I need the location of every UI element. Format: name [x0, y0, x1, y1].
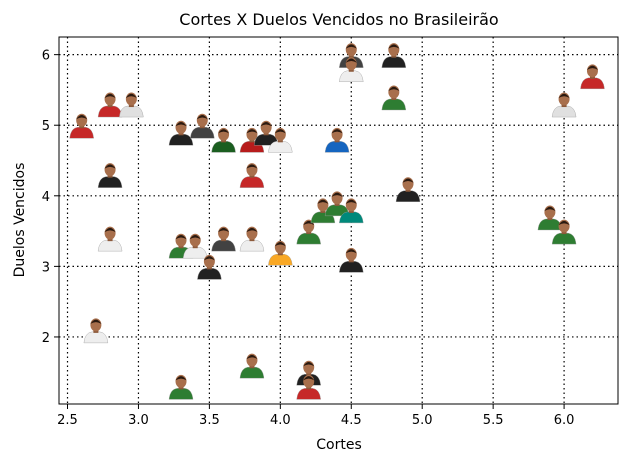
- player-photo-point: [296, 219, 321, 245]
- player-photo-point: [211, 127, 236, 153]
- player-photo-point: [324, 191, 350, 217]
- player-photo-point: [381, 43, 407, 68]
- x-axis-label: Cortes: [316, 437, 362, 453]
- player-photo-point: [211, 226, 236, 252]
- player-photo-point: [190, 113, 215, 139]
- player-photo-point: [239, 163, 265, 188]
- player-photo-point: [168, 374, 194, 400]
- y-tick-label: 2: [42, 331, 50, 346]
- plot-frame: [58, 36, 619, 405]
- player-photo-point: [69, 113, 94, 139]
- player-photo-point: [168, 120, 194, 146]
- player-photo-point: [97, 226, 123, 252]
- player-photo-point: [339, 247, 364, 273]
- player-photo-point: [296, 374, 321, 400]
- player-photo-point: [537, 205, 563, 231]
- y-tick-label: 3: [42, 260, 50, 275]
- player-photo-point: [253, 120, 279, 146]
- player-photo-point: [324, 127, 350, 153]
- player-photo-point: [268, 240, 293, 266]
- chart-title: Cortes X Duelos Vencidos no Brasileirão: [179, 10, 498, 29]
- x-tick-label: 4.0: [270, 413, 291, 428]
- y-axis-ticks: 2 3 4 5 6: [42, 49, 59, 346]
- data-points: [69, 43, 605, 400]
- player-photo-point: [551, 219, 577, 245]
- player-photo-point: [239, 226, 265, 252]
- x-tick-label: 6.0: [554, 413, 575, 428]
- player-photo-point: [197, 254, 222, 280]
- x-tick-label: 4.5: [341, 413, 362, 428]
- player-photo-point: [381, 85, 407, 111]
- player-photo-point: [339, 57, 364, 82]
- player-photo-point: [339, 198, 364, 224]
- x-tick-label: 5.5: [483, 413, 504, 428]
- player-photo-point: [83, 318, 109, 344]
- player-photo-point: [239, 353, 265, 379]
- y-tick-label: 4: [42, 190, 50, 205]
- player-photo-point: [395, 177, 421, 202]
- y-tick-label: 6: [42, 49, 50, 64]
- player-photo-point: [97, 163, 123, 188]
- grid: [59, 37, 618, 404]
- player-photo-point: [97, 92, 123, 118]
- x-axis-ticks: 2.5 3.0 3.5 4.0 4.5 5.0 5.5 6.0: [57, 404, 574, 428]
- x-tick-label: 3.0: [128, 413, 149, 428]
- player-photo-point: [580, 64, 605, 90]
- x-tick-label: 3.5: [199, 413, 220, 428]
- y-axis-label: Duelos Vencidos: [12, 163, 28, 278]
- player-photo-point: [551, 92, 577, 118]
- x-tick-label: 5.0: [412, 413, 433, 428]
- x-tick-label: 2.5: [57, 413, 78, 428]
- player-photo-point: [182, 233, 208, 259]
- y-tick-label: 5: [42, 119, 50, 134]
- player-photo-point: [268, 127, 293, 153]
- player-photo-point: [119, 92, 144, 118]
